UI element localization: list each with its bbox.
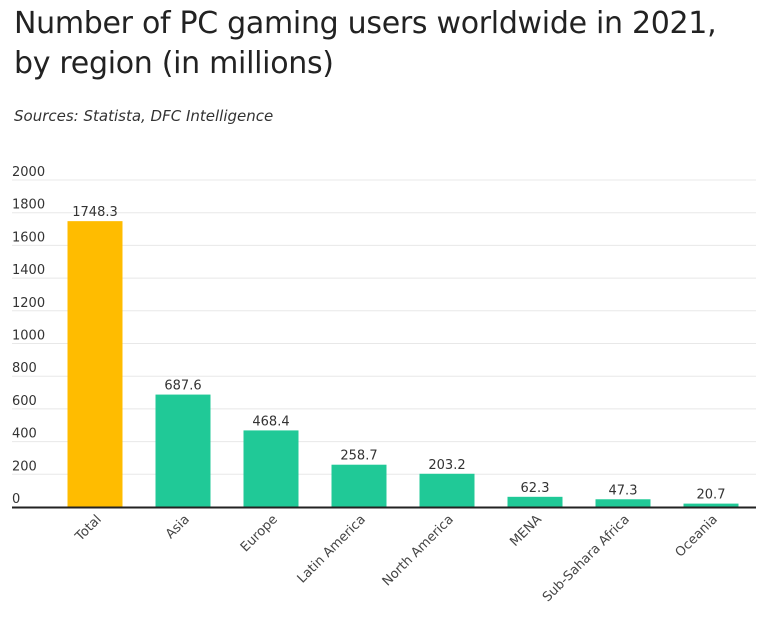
gridlines bbox=[12, 179, 756, 475]
y-tick-label: 1600 bbox=[12, 230, 45, 245]
data-label: 47.3 bbox=[609, 483, 638, 498]
y-tick-label: 800 bbox=[12, 361, 37, 376]
y-tick-label: 600 bbox=[12, 394, 37, 409]
y-tick-label: 1800 bbox=[12, 198, 45, 213]
x-tick-label: Sub-Sahara Africa bbox=[540, 512, 633, 605]
bar-oceania bbox=[683, 503, 739, 507]
x-tick-label: Europe bbox=[238, 512, 281, 555]
y-tick-label: 400 bbox=[12, 427, 37, 442]
x-axis-labels: Total Asia Europe Latin America North Americ… bbox=[72, 512, 721, 605]
x-tick-label: North America bbox=[380, 512, 457, 589]
bar-sub-sahara-africa bbox=[595, 499, 651, 507]
bar-total bbox=[67, 221, 123, 507]
x-tick-label: Total bbox=[72, 512, 105, 545]
bar-europe bbox=[243, 430, 299, 507]
data-label: 1748.3 bbox=[72, 205, 118, 220]
data-label: 258.7 bbox=[340, 449, 377, 464]
x-tick-label: Oceania bbox=[673, 512, 721, 560]
data-label: 62.3 bbox=[521, 481, 550, 496]
x-tick-label: Asia bbox=[163, 512, 193, 542]
bar-asia bbox=[155, 394, 211, 507]
bars bbox=[67, 221, 739, 507]
bar-mena bbox=[507, 496, 563, 507]
bar-north-america bbox=[419, 473, 475, 507]
data-labels: 1748.3 687.6 468.4 258.7 203.2 62.3 47.3 20.7 bbox=[72, 205, 725, 502]
y-tick-label: 1400 bbox=[12, 263, 45, 278]
data-label: 20.7 bbox=[697, 488, 726, 503]
y-tick-label: 200 bbox=[12, 459, 37, 474]
chart-source: Sources: Statista, DFC Intelligence bbox=[14, 107, 274, 125]
data-label: 203.2 bbox=[428, 458, 465, 473]
bar-latin-america bbox=[331, 464, 387, 507]
y-tick-label: 1200 bbox=[12, 296, 45, 311]
x-tick-label: Latin America bbox=[295, 512, 369, 586]
y-tick-label: 1000 bbox=[12, 329, 45, 344]
y-tick-label: 2000 bbox=[12, 165, 45, 180]
data-label: 468.4 bbox=[252, 414, 289, 429]
x-tick-label: MENA bbox=[507, 512, 545, 550]
chart-title: Number of PC gaming users worldwide in 2… bbox=[14, 6, 717, 81]
data-label: 687.6 bbox=[164, 379, 201, 394]
y-tick-label: 0 bbox=[12, 492, 20, 507]
y-axis-ticks: 0 200 400 600 800 1000 1200 1400 1600 1800 2000 bbox=[12, 165, 45, 507]
